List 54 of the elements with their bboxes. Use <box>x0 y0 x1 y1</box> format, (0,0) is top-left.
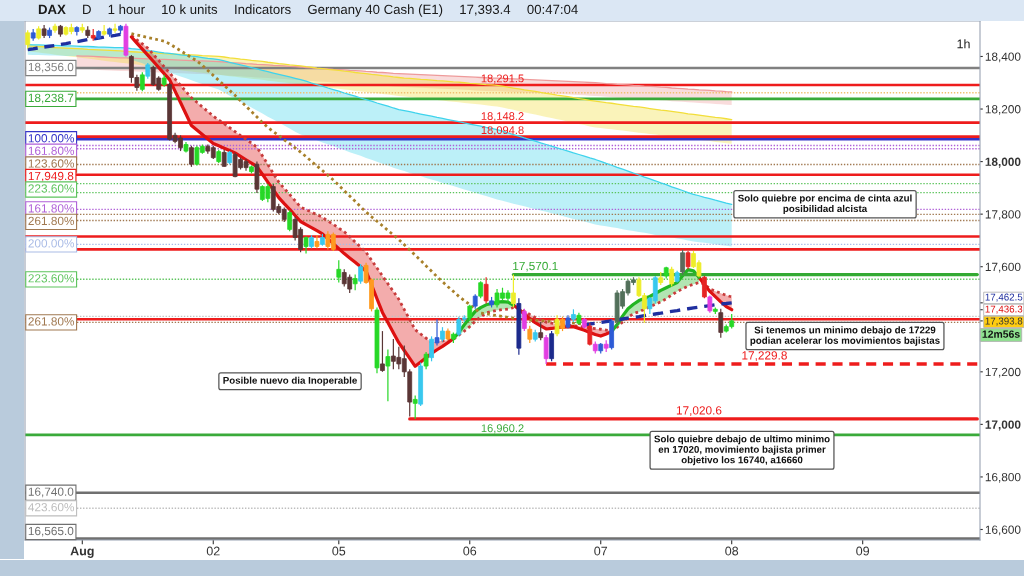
y-tick-label: 16,600 <box>985 525 1021 536</box>
y-tick-label: 17,462.5 <box>985 293 1023 302</box>
text: D <box>83 4 91 14</box>
annotation: 200.00% <box>28 239 75 248</box>
y-tick-label: 17,600 <box>985 262 1021 273</box>
annotation: 423.60% <box>28 503 75 512</box>
annotation: 16,565.0 <box>28 526 74 537</box>
y-tick-label: 16,800 <box>985 472 1021 483</box>
annotation: Solo quiebre debajo de ultimo minimo en 17020, movimiento bajista primer objetivo los 16740, a16660 <box>654 435 830 466</box>
annotation: 223.60% <box>28 184 75 193</box>
y-tick-label: 18,200 <box>985 105 1021 115</box>
y-tick-label: 17,800 <box>985 210 1021 220</box>
text: 1 hour <box>108 4 145 15</box>
x-tick-label: 02 <box>206 546 220 556</box>
annotation: 16,740.0 <box>28 487 74 498</box>
annotation: 223.60% <box>28 274 75 283</box>
text: 00:47:04 <box>527 4 578 15</box>
ref-line-label: 18,291.5 <box>481 74 524 84</box>
annotation: 100.00% <box>28 134 75 143</box>
text: 17,393.4 <box>460 4 511 16</box>
x-tick-label: 07 <box>594 546 608 556</box>
y-tick-label: 17,393.8 <box>985 317 1023 326</box>
annotation: 18,238.7 <box>28 93 74 104</box>
x-tick-label: 06 <box>463 546 477 556</box>
text: 10 k units <box>162 4 218 15</box>
chart-title: DAX <box>38 4 66 14</box>
x-tick-label: 09 <box>856 546 870 556</box>
text: Germany 40 Cash (E1) <box>308 4 443 17</box>
annotation: 161.80% <box>28 146 75 155</box>
ref-line-label: 18,148.2 <box>481 112 524 122</box>
data-label: 17,570.1 <box>513 261 558 272</box>
annotation: 18,356.0 <box>28 62 74 73</box>
y-tick-label: 17,200 <box>985 367 1021 378</box>
x-tick-label: 08 <box>725 546 739 556</box>
annotation: 261.80% <box>28 317 75 326</box>
annotation: Si tenemos un minimo debajo de 17229 podian acelerar los movimientos bajistas <box>750 326 940 346</box>
text: 1h <box>957 39 970 49</box>
annotation: Solo quiebre por encima de cinta azul posibilidad alcista <box>738 194 912 214</box>
y-tick-label: 18,400 <box>985 52 1021 63</box>
text: Indicators <box>235 4 291 15</box>
y-tick-label: 18,000 <box>985 157 1021 168</box>
text: 12m56s <box>982 330 1020 338</box>
annotation: 161.80% <box>28 204 75 213</box>
annotation: 17,949.8 <box>28 171 74 182</box>
data-label: 17,020.6 <box>676 406 722 416</box>
annotation: 261.80% <box>28 216 75 226</box>
data-label: 17,229.8 <box>742 351 787 361</box>
x-tick-label: 05 <box>332 546 346 556</box>
x-tick-label: Aug <box>70 546 94 558</box>
annotation: Posible nuevo dia Inoperable <box>223 376 357 386</box>
annotation: 123.60% <box>28 159 75 168</box>
y-tick-label: 17,436.3 <box>985 305 1023 314</box>
y-tick-label: 17,000 <box>985 420 1021 431</box>
ref-line-label: 16,960.2 <box>481 424 524 434</box>
